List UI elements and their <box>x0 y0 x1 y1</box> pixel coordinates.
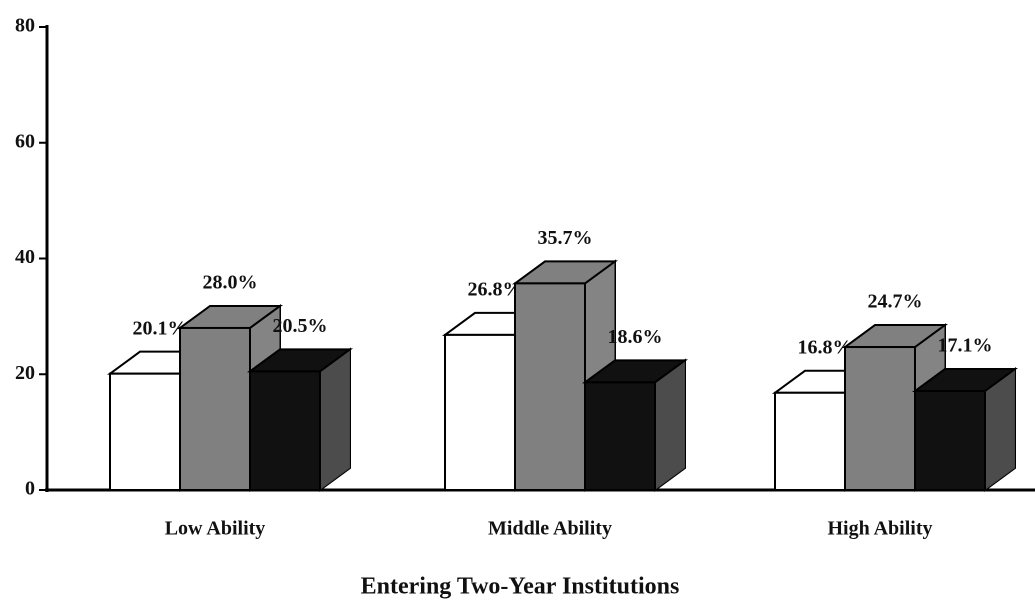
x-tick-label: Low Ability <box>165 518 266 540</box>
bar-side-shade <box>320 349 350 490</box>
value-label: 26.8% <box>468 278 523 300</box>
value-label: 17.1% <box>938 335 993 357</box>
y-tick-label: 40 <box>15 246 35 268</box>
y-tick-label: 80 <box>15 15 35 37</box>
bar-front <box>774 391 846 491</box>
bar-front <box>584 381 656 492</box>
bar-side-shade <box>985 369 1015 490</box>
value-label: 35.7% <box>538 227 593 249</box>
bar-side-shade <box>655 360 685 490</box>
y-tick-label: 60 <box>15 130 35 152</box>
bar <box>581 358 689 492</box>
value-label: 24.7% <box>868 291 923 313</box>
bar-front <box>444 333 516 491</box>
value-label: 28.0% <box>203 272 258 294</box>
value-label: 16.8% <box>798 336 853 358</box>
bar-front <box>914 390 986 491</box>
bar <box>246 347 354 492</box>
bar-front <box>179 326 251 492</box>
x-axis-title: Entering Two-Year Institutions <box>361 574 680 600</box>
x-tick-label: Middle Ability <box>488 518 612 540</box>
bar-front <box>844 346 916 491</box>
bar-front <box>109 372 181 492</box>
bar-front <box>514 282 586 492</box>
y-tick-label: 20 <box>15 362 35 384</box>
value-label: 20.5% <box>273 315 328 337</box>
bar-front <box>249 370 321 492</box>
value-label: 20.1% <box>133 317 188 339</box>
bar <box>911 367 1019 492</box>
y-tick-label: 0 <box>25 478 35 500</box>
x-tick-label: High Ability <box>827 518 932 540</box>
value-label: 18.6% <box>608 326 663 348</box>
